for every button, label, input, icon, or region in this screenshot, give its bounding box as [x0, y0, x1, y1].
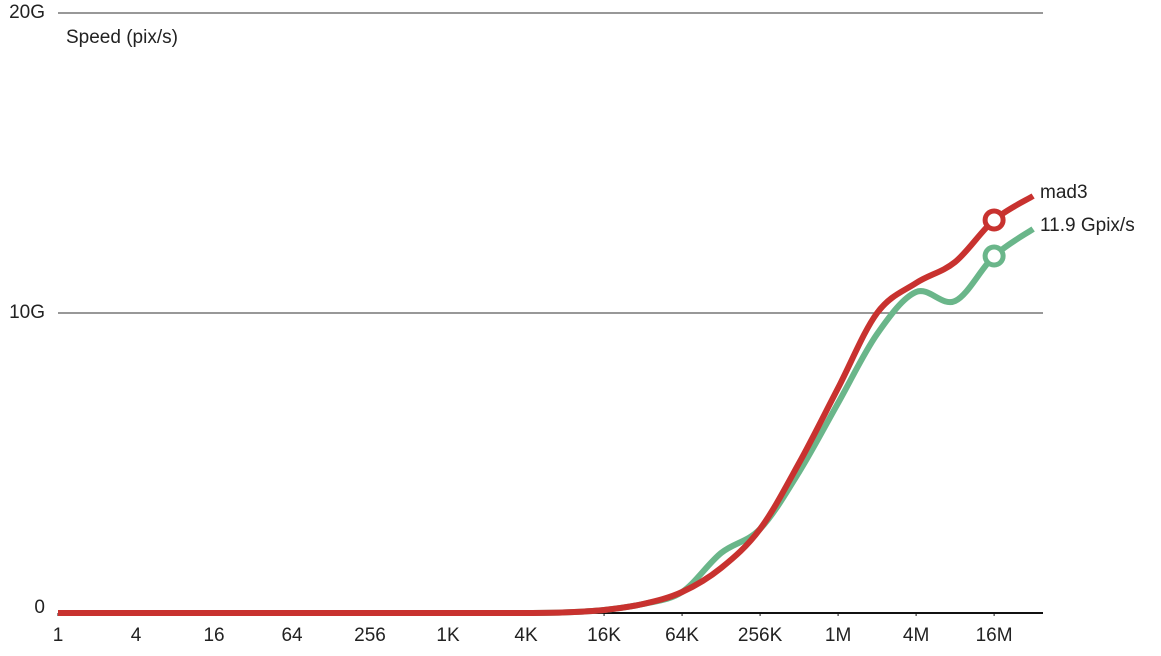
annotation: 11.9 Gpix/s — [1040, 215, 1135, 236]
series-line — [58, 193, 1035, 617]
x-tick-label: 64 — [281, 625, 303, 646]
x-tick-label: 64K — [665, 625, 699, 646]
x-tick-label: 256K — [738, 625, 783, 646]
x-tick-label: 1K — [436, 625, 460, 646]
x-tick-label: 4M — [903, 625, 929, 646]
x-tick-label: 256 — [354, 625, 386, 646]
y-tick-label: 0 — [34, 597, 45, 618]
y-tick-label: 20G — [9, 2, 45, 23]
y-axis-label: Speed (pix/s) — [66, 27, 178, 48]
highlight-point — [982, 208, 1006, 232]
y-tick-label: 10G — [9, 302, 45, 323]
x-tick-label: 16 — [203, 625, 224, 646]
legend-label: mad3 — [1040, 182, 1088, 203]
x-tick-label: 4K — [514, 625, 538, 646]
x-tick-label: 4 — [131, 625, 142, 646]
highlight-point — [982, 244, 1006, 268]
x-tick-label: 16K — [587, 625, 621, 646]
x-tick-label: 1 — [53, 625, 64, 646]
x-tick-label: 16M — [976, 625, 1013, 646]
series-line — [58, 226, 1035, 617]
x-tick-label: 1M — [825, 625, 851, 646]
